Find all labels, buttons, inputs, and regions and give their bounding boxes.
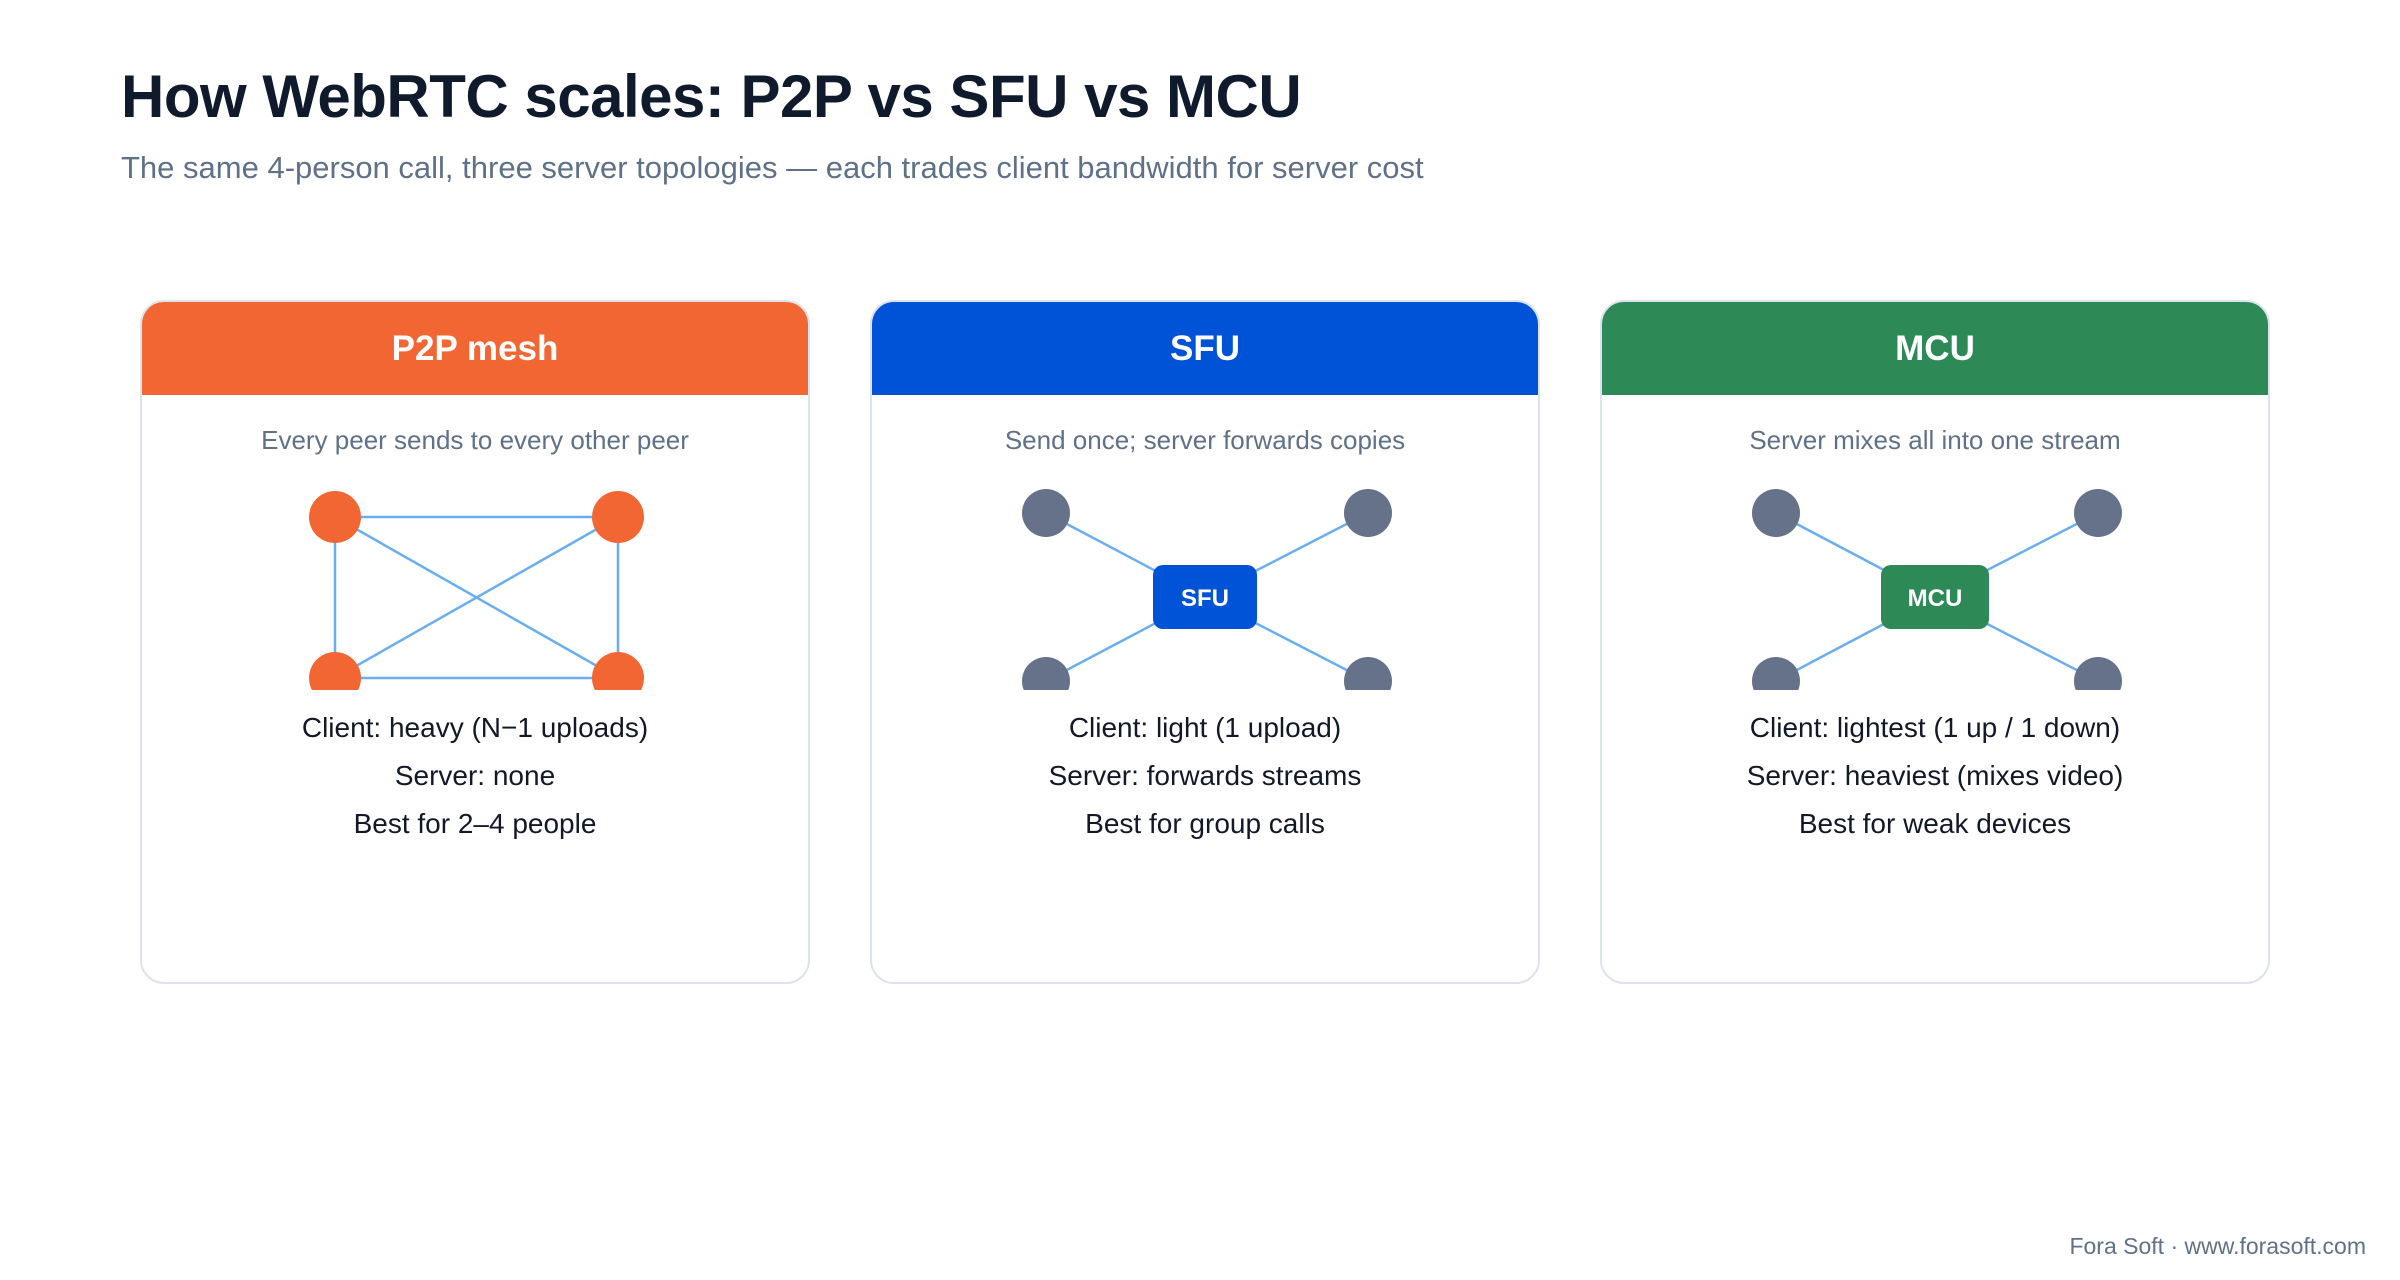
mcu-diagram: MCU xyxy=(1752,489,2122,690)
card-header-sfu: SFU xyxy=(872,302,1538,395)
card-description-p2p: Every peer sends to every other peer xyxy=(261,425,689,455)
peer-node xyxy=(309,491,361,543)
card-header-p2p: P2P mesh xyxy=(142,302,808,395)
card-description-sfu: Send once; server forwards copies xyxy=(1004,425,1406,455)
card-sfu: SFU Send once; server forwards copies SF… xyxy=(870,300,1540,984)
client-node xyxy=(1344,489,1392,537)
best-for-text: Best for 2–4 people xyxy=(353,808,597,839)
server-load-text: Server: forwards streams xyxy=(1048,760,1362,791)
client-node xyxy=(1344,657,1392,690)
card-header-mcu: MCU xyxy=(1602,302,2268,395)
peer-node xyxy=(592,491,644,543)
client-node xyxy=(1752,489,1800,537)
client-node xyxy=(2074,657,2122,690)
footer-credit: Fora Soft · www.forasoft.com xyxy=(2069,1233,2366,1259)
mcu-server-label: MCU xyxy=(1908,585,1963,612)
page-subtitle: The same 4-person call, three server top… xyxy=(121,150,1424,185)
client-node xyxy=(1022,657,1070,690)
card-description-mcu: Server mixes all into one stream xyxy=(1749,425,2121,455)
client-node xyxy=(2074,489,2122,537)
mesh-edge xyxy=(334,515,619,680)
card-mcu: MCU Server mixes all into one stream MCU… xyxy=(1600,300,2270,984)
client-load-text: Client: lightest (1 up / 1 down) xyxy=(1749,712,2121,743)
card-details-sfu: Client: light (1 upload) Server: forward… xyxy=(872,704,1538,848)
server-load-text: Server: none xyxy=(394,760,556,791)
peer-node xyxy=(592,652,644,690)
p2p-mesh-diagram xyxy=(309,491,644,690)
client-node xyxy=(1752,657,1800,690)
card-details-p2p: Client: heavy (N−1 uploads) Server: none… xyxy=(142,704,808,848)
client-load-text: Client: heavy (N−1 uploads) xyxy=(301,712,649,743)
sfu-diagram: SFU xyxy=(1022,489,1392,690)
page-title: How WebRTC scales: P2P vs SFU vs MCU xyxy=(121,63,1302,130)
card-p2p-mesh: P2P mesh Every peer sends to every other… xyxy=(140,300,810,984)
mcu-server-node xyxy=(1881,565,1989,629)
server-load-text: Server: heaviest (mixes video) xyxy=(1746,760,2124,791)
best-for-text: Best for group calls xyxy=(1085,808,1325,839)
best-for-text: Best for weak devices xyxy=(1798,808,2072,839)
card-details-mcu: Client: lightest (1 up / 1 down) Server:… xyxy=(1602,704,2268,848)
client-load-text: Client: light (1 upload) xyxy=(1068,712,1342,743)
sfu-server-node xyxy=(1153,565,1257,629)
sfu-server-label: SFU xyxy=(1181,585,1229,612)
client-node xyxy=(1022,489,1070,537)
peer-node xyxy=(309,652,361,690)
